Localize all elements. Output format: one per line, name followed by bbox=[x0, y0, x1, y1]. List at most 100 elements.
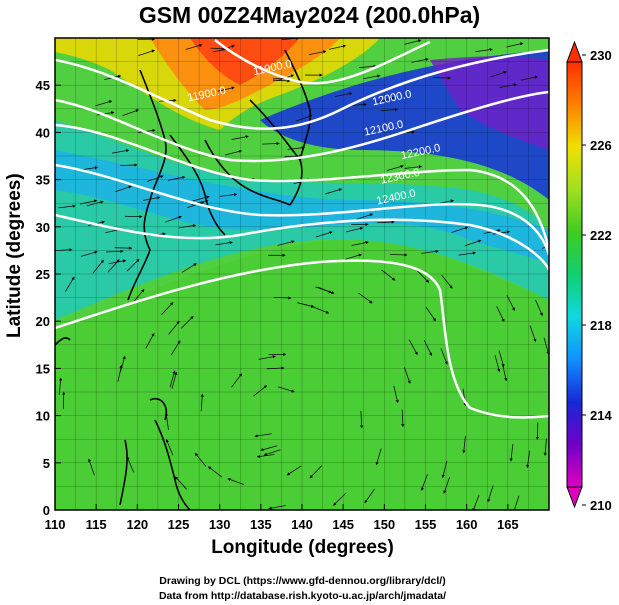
streamline-arrow bbox=[458, 251, 476, 256]
credit-data: Data from http://database.rish.kyoto-u.a… bbox=[158, 590, 447, 602]
y-tick-label: 25 bbox=[36, 267, 50, 282]
streamline-arrow bbox=[498, 350, 505, 368]
streamline-arrow bbox=[58, 204, 76, 209]
streamline-arrow bbox=[260, 445, 278, 452]
streamline-arrow bbox=[225, 149, 243, 156]
streamline-arrow bbox=[543, 438, 547, 456]
streamline-arrow bbox=[165, 439, 174, 456]
streamline-arrow bbox=[351, 241, 369, 246]
x-tick-label: 145 bbox=[332, 517, 354, 532]
streamline-arrow bbox=[263, 449, 281, 456]
streamline-arrow bbox=[297, 302, 315, 308]
streamline-arrow bbox=[194, 452, 207, 467]
colorbar-tick-label: 222 bbox=[590, 228, 612, 243]
streamline-arrow bbox=[408, 339, 418, 356]
streamline-arrow bbox=[346, 226, 364, 233]
streamline-arrow bbox=[262, 141, 280, 146]
streamline-arrow bbox=[433, 76, 451, 80]
streamline-arrow bbox=[168, 320, 180, 335]
streamline-arrow bbox=[443, 477, 450, 494]
height-contours bbox=[55, 39, 549, 419]
x-tick-label: 140 bbox=[291, 517, 313, 532]
streamline-arrow bbox=[253, 385, 268, 397]
streamline-arrow bbox=[380, 108, 399, 112]
y-tick-label: 45 bbox=[36, 78, 50, 93]
streamline-arrow bbox=[359, 64, 377, 69]
streamline-arrow bbox=[377, 96, 395, 103]
x-tick-label: 115 bbox=[86, 517, 107, 532]
streamline-arrow bbox=[268, 505, 286, 510]
streamline-arrow bbox=[360, 410, 364, 429]
streamline-arrow bbox=[80, 250, 98, 257]
y-tick-label: 15 bbox=[36, 361, 50, 376]
y-axis-ticks: 0 5 10 15 20 25 30 35 40 45 bbox=[36, 78, 61, 518]
streamline-arrow bbox=[80, 199, 98, 205]
colorbar-tick-label: 218 bbox=[590, 318, 612, 333]
credit-drawing: Drawing by DCL (https://www.gfd-dennou.o… bbox=[159, 575, 446, 587]
streamline-arrow bbox=[256, 454, 275, 459]
streamline-arrow bbox=[114, 246, 133, 250]
streamline-arrow bbox=[86, 200, 104, 207]
streamline-arrow bbox=[126, 258, 140, 272]
streamline-arrow bbox=[423, 340, 432, 357]
streamline-arrow bbox=[120, 163, 138, 167]
x-tick-label: 110 bbox=[45, 517, 66, 532]
colorbar-tick-label: 210 bbox=[590, 498, 612, 513]
x-tick-label: 130 bbox=[209, 517, 231, 532]
streamline-arrow bbox=[273, 296, 292, 300]
colorbar: 210 214 218 222 226 230 bbox=[566, 40, 612, 513]
streamline-arrow bbox=[272, 79, 291, 83]
streamline-arrow bbox=[472, 494, 480, 510]
streamline-arrow bbox=[119, 355, 126, 373]
y-tick-label: 35 bbox=[36, 173, 50, 188]
y-axis-label: Latitude (degrees) bbox=[4, 173, 25, 338]
streamline-arrow bbox=[502, 363, 508, 382]
streamline-arrow bbox=[381, 269, 396, 281]
streamline-arrow bbox=[520, 75, 539, 81]
streamline-arrow bbox=[506, 42, 524, 48]
plot-title: GSM 00Z24May2024 (200.0hPa) bbox=[138, 2, 481, 28]
streamline-arrow bbox=[462, 435, 466, 454]
streamline-arrow bbox=[393, 385, 399, 404]
streamline-arrow bbox=[266, 366, 285, 370]
streamline-arrow bbox=[487, 485, 494, 503]
streamline-arrow bbox=[295, 114, 313, 122]
streamline-arrow bbox=[421, 249, 439, 254]
streamline-arrow bbox=[483, 229, 501, 234]
streamline-arrow bbox=[145, 332, 155, 349]
streamline-arrow bbox=[464, 239, 482, 247]
streamline-arrow bbox=[217, 86, 235, 92]
streamline-arrow bbox=[95, 100, 113, 107]
streamline-arrow bbox=[309, 465, 323, 479]
streamline-arrow bbox=[132, 288, 145, 303]
streamline-arrow bbox=[529, 325, 537, 343]
streamline-arrow bbox=[411, 57, 429, 63]
streamline-arrow bbox=[386, 165, 404, 171]
streamline-arrow bbox=[440, 348, 448, 365]
y-tick-label: 0 bbox=[43, 503, 50, 518]
streamline-arrow bbox=[377, 220, 395, 224]
streamline-arrow bbox=[58, 377, 63, 396]
streamline-arrow bbox=[175, 476, 188, 490]
colorbar-ticks: 210 214 218 222 226 230 bbox=[582, 48, 612, 513]
streamline-arrow bbox=[258, 355, 276, 360]
y-tick-label: 5 bbox=[43, 456, 50, 471]
streamline-arrow bbox=[88, 458, 95, 476]
streamline-arrow bbox=[312, 306, 330, 314]
streamline-arrow bbox=[416, 269, 430, 283]
streamline-arrow bbox=[126, 456, 135, 473]
x-tick-label: 165 bbox=[497, 517, 519, 532]
streamline-arrow bbox=[286, 465, 302, 476]
streamline-arrow bbox=[494, 355, 501, 373]
streamline-arrow bbox=[451, 226, 469, 233]
streamline-arrow bbox=[115, 185, 132, 193]
y-tick-label: 20 bbox=[36, 314, 50, 329]
streamline-arrow bbox=[65, 276, 75, 292]
streamline-arrow bbox=[535, 299, 543, 317]
streamline-arrow bbox=[178, 224, 197, 229]
colorbar-bottom-arrow bbox=[566, 486, 583, 509]
streamline-arrow bbox=[404, 165, 423, 169]
streamline-arrow bbox=[105, 249, 124, 253]
